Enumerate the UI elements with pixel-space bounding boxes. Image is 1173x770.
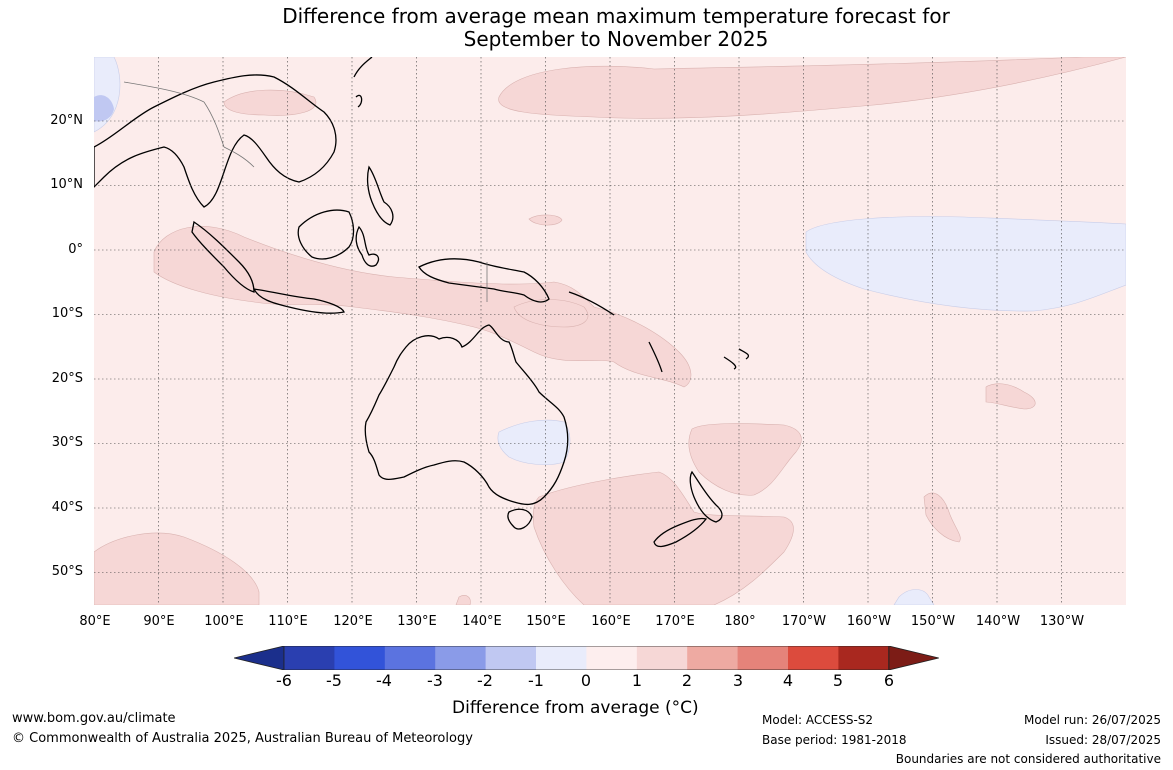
colorbar-tick: 6 [883, 671, 895, 690]
lon-label-120e: 120°E [333, 614, 373, 629]
coast-indochina-china [94, 74, 337, 208]
country-boundaries [123, 81, 488, 302]
colorbar-tick: -4 [376, 671, 392, 690]
cool-region-south-pacific [893, 589, 935, 605]
footer-url: www.bom.gov.au/climate [12, 711, 176, 726]
lat-label-10s: 10°S [51, 306, 83, 321]
cool-region-india-core [94, 95, 114, 122]
colorbar-segment [788, 646, 839, 670]
warm-region-southern-ocean-west [94, 532, 260, 605]
colorbar [234, 646, 939, 670]
colorbar-segment [485, 646, 537, 670]
coast-philippines [366, 165, 394, 226]
lon-label-180: 180° [724, 614, 756, 629]
colorbar-segment [687, 646, 739, 670]
colorbar-segment [636, 646, 688, 670]
lon-label-170e: 170°E [655, 614, 695, 629]
colorbar-tick: 1 [631, 671, 643, 690]
colorbar-segment [334, 646, 386, 670]
colorbar-tick: 0 [580, 671, 592, 690]
warm-region-equatorial-spot [528, 214, 563, 226]
map-title-line2: September to November 2025 [463, 27, 769, 51]
lat-label-20s: 20°S [51, 371, 83, 386]
lat-label-10n: 10°N [50, 177, 83, 192]
colorbar-segment [384, 646, 436, 670]
colorbar-tick: -2 [477, 671, 493, 690]
colorbar-tick: -1 [528, 671, 544, 690]
colorbar-segment [284, 646, 335, 670]
lon-label-170w: 170°W [781, 614, 827, 629]
warm-region-tasman-east [688, 423, 802, 496]
colorbar-segment [435, 646, 487, 670]
lon-label-100e: 100°E [204, 614, 244, 629]
footer-copyright: © Commonwealth of Australia 2025, Austra… [12, 731, 473, 746]
coast-new-zealand-north [689, 470, 723, 523]
lon-label-150w: 150°W [910, 614, 956, 629]
colorbar-tick: 3 [732, 671, 744, 690]
lat-label-40s: 40°S [51, 500, 83, 515]
warm-region-tasman-new-zealand [532, 471, 794, 605]
colorbar-tick: -3 [427, 671, 443, 690]
colorbar-title: Difference from average (°C) [452, 698, 699, 718]
lon-label-150e: 150°E [526, 614, 566, 629]
lon-label-90e: 90°E [143, 614, 175, 629]
map-title-line1: Difference from average mean maximum tem… [282, 4, 950, 28]
footer-issued: Issued: 28/07/2025 [1045, 733, 1161, 747]
forecast-map [94, 57, 1126, 605]
colorbar-segment [838, 646, 890, 670]
colorbar-tick: 2 [681, 671, 693, 690]
lon-label-140e: 140°E [462, 614, 502, 629]
coast-sulawesi [355, 225, 380, 267]
coast-tasmania [507, 508, 533, 530]
warm-region-south-pacific-1 [985, 383, 1036, 410]
colorbar-tick: 5 [832, 671, 844, 690]
footer-disclaimer: Boundaries are not considered authoritat… [895, 752, 1161, 766]
colorbar-segment [586, 646, 638, 670]
lat-label-20n: 20°N [50, 113, 83, 128]
colorbar-extend-high [888, 646, 939, 670]
colorbar-extend-low [234, 646, 285, 670]
lon-label-130w: 130°W [1039, 614, 1085, 629]
footer-model-run: Model run: 26/07/2025 [1023, 713, 1161, 727]
warm-region-south-china-sea [223, 89, 317, 116]
warm-region-png-coral-sea [513, 299, 589, 328]
anomaly-warm-regions [94, 57, 1126, 605]
coast-taiwan-japan [353, 57, 373, 108]
coast-new-zealand-south [653, 517, 708, 548]
colorbar-segment [536, 646, 587, 670]
footer-model: Model: ACCESS-S2 [762, 713, 874, 727]
colorbar-segment [737, 646, 789, 670]
map-title: Difference from average mean maximum tem… [0, 5, 1173, 51]
warm-region-south-pacific-2 [923, 492, 961, 543]
anomaly-cool-regions [94, 57, 1126, 605]
coast-borneo [297, 209, 355, 260]
coast-australia [364, 324, 569, 506]
lon-label-160e: 160°E [591, 614, 631, 629]
lon-label-160w: 160°W [846, 614, 892, 629]
lat-label-30s: 30°S [51, 435, 83, 450]
colorbar-tick: 4 [782, 671, 794, 690]
colorbar-tick: -6 [276, 671, 292, 690]
lon-label-140w: 140°W [975, 614, 1021, 629]
coast-java [252, 288, 345, 314]
warm-region-north-pacific [498, 57, 1126, 119]
cool-region-equatorial-pacific [805, 216, 1126, 312]
colorbar-tick: -5 [326, 671, 342, 690]
coast-solomons [568, 291, 615, 316]
lon-label-130e: 130°E [397, 614, 437, 629]
colorbar-border [283, 646, 890, 670]
lon-label-80e: 80°E [79, 614, 111, 629]
lon-label-110e: 110°E [268, 614, 308, 629]
warm-region-maritime-continent [153, 226, 692, 388]
footer-base-period: Base period: 1981-2018 [762, 733, 907, 747]
warm-region-coast-nz-south [455, 595, 471, 605]
gridlines [94, 57, 1126, 605]
lat-label-50s: 50°S [51, 564, 83, 579]
coast-new-guinea [418, 258, 550, 303]
coast-vanuatu-fiji [648, 341, 750, 373]
lat-label-0: 0° [68, 242, 83, 257]
